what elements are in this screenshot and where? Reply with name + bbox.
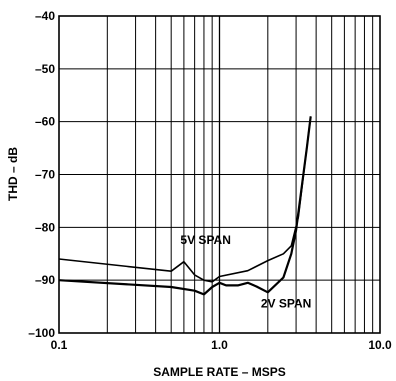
y-tick-label: –90 [35, 273, 55, 287]
y-tick-label: –100 [28, 326, 55, 340]
y-tick-label: –50 [35, 62, 55, 76]
x-tick-label: 10.0 [368, 338, 392, 352]
y-tick-label: –80 [35, 220, 55, 234]
grid [59, 16, 380, 333]
x-axis-title: SAMPLE RATE – MSPS [153, 365, 285, 379]
series-annotation-2: 2V SPAN [261, 297, 311, 311]
plot-frame [58, 15, 381, 334]
series-layer [58, 116, 312, 296]
x-tick-label: 1.0 [211, 338, 228, 352]
y-axis-title: THD – dB [6, 147, 20, 201]
y-tick-label: –70 [35, 168, 55, 182]
x-tick-label: 0.1 [51, 338, 68, 352]
y-tick-label: –40 [35, 9, 55, 23]
series-annotation-1: 5V SPAN [180, 233, 230, 247]
annotation-layer: 5V SPAN 2V SPAN [180, 233, 311, 310]
series-line-2 [58, 116, 312, 296]
y-tick-labels: –40 –50 –60 –70 –80 –90 –100 [28, 9, 55, 340]
x-tick-labels: 0.1 1.0 10.0 [51, 338, 392, 352]
y-tick-label: –60 [35, 115, 55, 129]
